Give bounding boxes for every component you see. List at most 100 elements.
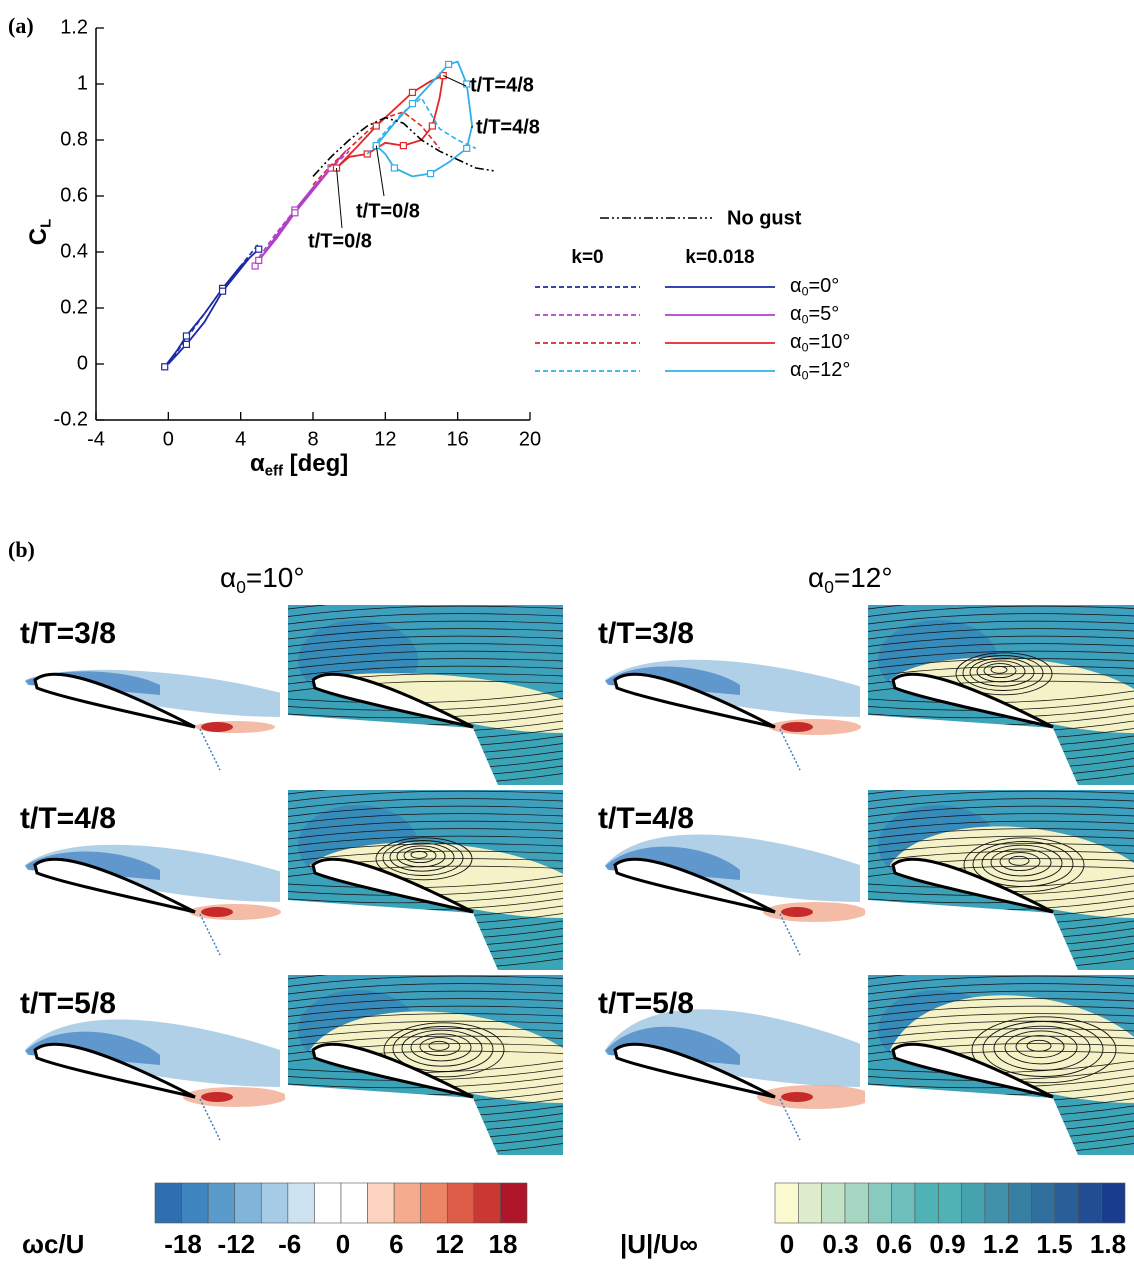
marker [183,333,189,339]
x-tick-label: 16 [447,428,469,450]
colorbar-tick-label: -6 [278,1229,301,1259]
colorbar-segment [822,1183,845,1223]
vort-panel [25,670,280,770]
wake-trace [780,729,800,770]
panel-label: (a) [8,13,34,38]
legend-label-rest: =12° [808,359,850,381]
colorbar-tick-label: 0 [336,1229,350,1259]
vorticity-red-core [781,1092,813,1102]
vel-panel [288,784,563,971]
column-title-sub: 0 [824,576,834,596]
y-tick-label: 0.8 [60,128,88,150]
colorbar-segment [1102,1183,1125,1223]
colorbar-segment [868,1183,891,1223]
legend-label-main: α [790,331,802,353]
column-title-rest: =10° [246,562,305,593]
vel-panel [288,599,563,786]
x-tick-label: 4 [235,428,246,450]
vort-panel [25,845,281,955]
solid-line [337,76,444,168]
x-tick-label: 12 [374,428,396,450]
x-axis-label-sub: eff [265,464,283,480]
y-tick-label: 1 [77,72,88,94]
x-tick-label: 0 [163,428,174,450]
colorbar-segment [235,1183,262,1223]
y-axis-label: CL [25,219,54,245]
colorbar-segment [775,1183,798,1223]
marker [162,364,168,370]
colorbar-tick-label: 1.8 [1090,1229,1126,1259]
marker [220,288,226,294]
colorbar-segment [421,1183,448,1223]
legend-label-main: α [790,275,802,297]
legend-header: k=0.018 [685,247,754,268]
colorbar-tick-label: 1.2 [983,1229,1019,1259]
colorbar-tick-label: 0.9 [929,1229,965,1259]
marker [409,89,415,95]
x-tick-label: 8 [307,428,318,450]
colorbar-segment [182,1183,209,1223]
marker [256,257,262,263]
vort-panel [605,1009,873,1140]
marker [428,171,434,177]
colorbar-segment [288,1183,315,1223]
panel-label: (b) [8,537,35,562]
colorbar-segment [474,1183,501,1223]
row-label: t/T=3/8 [20,617,116,650]
annotation-leader [376,146,384,196]
colorbar-segment [155,1183,182,1223]
vort-panel [605,835,867,955]
marker [256,246,262,252]
legend-label: α0=5° [790,303,839,327]
colorbar-tick-label: 6 [389,1229,403,1259]
marker [400,143,406,149]
colorbar-tick-label: 0.3 [822,1229,858,1259]
vorticity-red [763,902,867,922]
colorbar-segment [798,1183,821,1223]
column-title-rest: =12° [834,562,893,593]
marker [446,61,452,67]
vorticity-red-core [201,907,233,917]
vorticity-red-core [201,1092,233,1102]
colorbar-segment [208,1183,235,1223]
colorbar-segment [892,1183,915,1223]
x-tick-label: 20 [519,428,541,450]
solid-line [165,249,259,367]
marker [391,165,397,171]
colorbar-segment [447,1183,474,1223]
vorticity-red-core [781,722,813,732]
x-axis-label: αeff [deg] [250,450,348,479]
figure: (a) (b) -4048121620-0.200.20.40.60.811.2… [0,0,1134,1264]
marker [464,81,470,87]
annotation: t/T=4/8 [476,116,540,138]
vorticity-red-core [201,722,233,732]
colorbar-tick-label: 1.5 [1036,1229,1072,1259]
vel-panel [288,969,563,1156]
vorticity-red [183,1087,287,1107]
row-label: t/T=3/8 [598,617,694,650]
x-axis-label-main: α [250,450,265,477]
colorbar-segment [368,1183,395,1223]
colorbar-tick-label: 12 [435,1229,464,1259]
row-label: t/T=5/8 [20,987,116,1020]
colorbar-segment [394,1183,421,1223]
legend-label-main: α [790,359,802,381]
colorbar-segment [1055,1183,1078,1223]
colorbar-segment [915,1183,938,1223]
legend-label: α0=0° [790,275,839,299]
x-tick-label: -4 [87,428,105,450]
y-tick-label: 0.2 [60,296,88,318]
colorbar-segment [341,1183,368,1223]
legend-header: k=0 [571,247,603,268]
vorticity-red-core [781,907,813,917]
colorbar-segment [1008,1183,1031,1223]
colorbar-segment [962,1183,985,1223]
row-label: t/T=4/8 [20,802,116,835]
y-tick-label: 1.2 [60,16,88,38]
marker [292,210,298,216]
colorbar-tick-label: -18 [164,1229,202,1259]
marker [464,145,470,151]
annotation: t/T=4/8 [470,74,534,96]
colorbar-tick-label: 18 [489,1229,518,1259]
legend-label-rest: =10° [808,331,850,353]
